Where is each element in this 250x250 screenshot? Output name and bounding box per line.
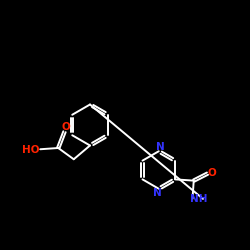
Text: O: O xyxy=(62,122,70,132)
Text: N: N xyxy=(153,188,162,198)
Text: N: N xyxy=(156,142,164,152)
Text: NH: NH xyxy=(190,194,207,204)
Text: O: O xyxy=(208,168,216,178)
Text: HO: HO xyxy=(22,145,40,155)
